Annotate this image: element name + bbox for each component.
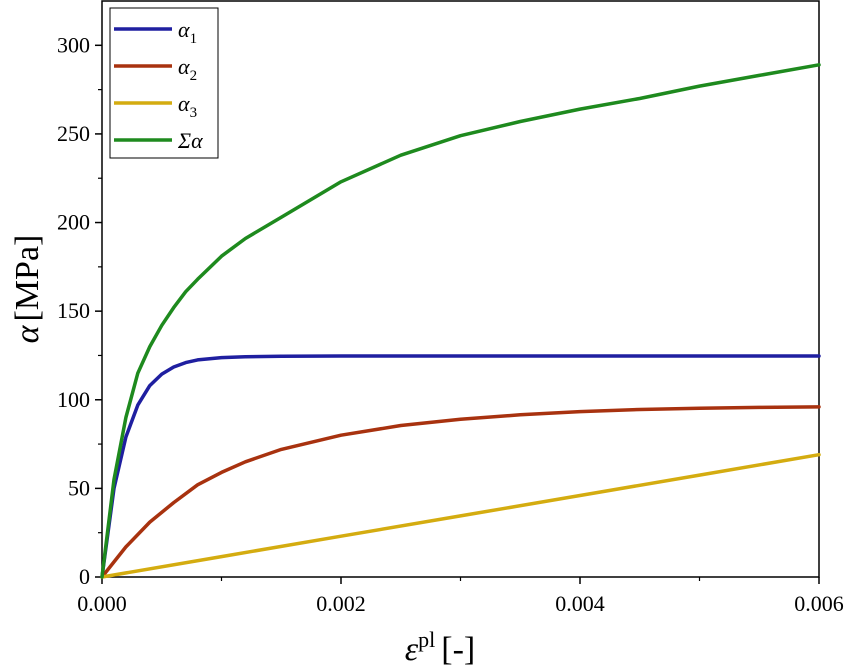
legend-label: α3 xyxy=(178,91,197,121)
legend-label-subscript: 1 xyxy=(190,31,198,47)
x-axis-symbol: ε xyxy=(405,631,419,666)
legend-label: α1 xyxy=(178,17,197,47)
y-tick-label: 0 xyxy=(79,564,90,589)
series-line xyxy=(100,405,821,579)
x-axis-unit: [-] xyxy=(441,631,475,666)
y-axis-symbol: α xyxy=(9,324,46,343)
y-tick-label: 200 xyxy=(57,210,90,235)
y-tick-label: 150 xyxy=(57,298,90,323)
x-axis-superscript: pl xyxy=(418,627,435,652)
legend-label: Σα xyxy=(177,128,203,153)
x-tick-label: 0.000 xyxy=(77,591,127,616)
series-line xyxy=(100,354,821,579)
y-axis-title: α [MPa] xyxy=(9,235,46,344)
series-lines xyxy=(100,63,821,579)
legend-label: α2 xyxy=(178,54,197,84)
y-tick-label: 250 xyxy=(57,121,90,146)
series-line xyxy=(100,63,821,579)
y-tick-label: 300 xyxy=(57,32,90,57)
legend-label-base: α xyxy=(178,17,190,42)
y-axis-ticks: 0 50 100 150 200 250 300 xyxy=(57,32,102,589)
x-tick-label: 0.006 xyxy=(794,591,844,616)
y-axis-unit: [MPa] xyxy=(9,235,46,322)
x-tick-label: 0.002 xyxy=(316,591,366,616)
y-tick-label: 50 xyxy=(68,475,90,500)
legend-label-base: α xyxy=(178,54,190,79)
x-axis-ticks: 0.000 0.002 0.004 0.006 xyxy=(77,577,844,616)
series-line xyxy=(100,452,821,579)
legend-label-base: α xyxy=(178,91,190,116)
y-tick-label: 100 xyxy=(57,387,90,412)
legend-label-base: Σα xyxy=(177,128,203,153)
x-axis-title: εpl [-] xyxy=(405,627,476,666)
legend-box xyxy=(109,7,219,159)
legend-label-subscript: 2 xyxy=(190,68,198,84)
legend-label-subscript: 3 xyxy=(190,105,198,121)
x-tick-label: 0.004 xyxy=(555,591,605,616)
